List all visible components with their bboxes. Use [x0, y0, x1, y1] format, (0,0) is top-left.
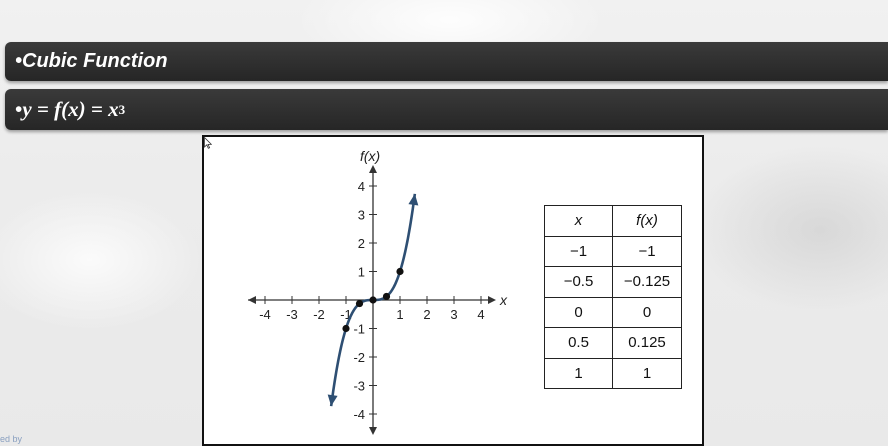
table-row: −0.5 −0.125 [544, 266, 682, 298]
data-point [396, 267, 404, 276]
curve-arrow-top [408, 193, 419, 206]
x-tick-label: -4 [259, 307, 271, 322]
y-tick-label: -1 [353, 322, 365, 337]
mouse-pointer-icon [204, 137, 212, 149]
y-tick-label: -2 [353, 350, 365, 365]
table-cell-fx: 0 [612, 296, 682, 328]
x-axis-arrow-right [488, 296, 496, 304]
equation-bullet: • [15, 97, 23, 121]
table-header-x: x [544, 205, 613, 237]
table-cell-x: −1 [544, 235, 613, 267]
x-tick-label: 1 [396, 307, 403, 322]
table-cell-x: 0.5 [544, 327, 613, 359]
y-tick-label: 3 [358, 208, 365, 223]
equation-text: y = f(x) = x [22, 97, 119, 121]
table-cell-fx: −0.125 [612, 266, 682, 298]
cubic-chart: -4 -3 -2 -1 1 2 3 4 4 3 2 1 -1 -2 -3 -4 x f(x) [248, 148, 508, 435]
data-point [355, 299, 364, 308]
x-tick-label: 2 [423, 307, 430, 322]
y-tick-label: -3 [353, 379, 365, 394]
watermark: ed by [0, 434, 23, 444]
x-tick-label: -3 [286, 307, 298, 322]
y-tick-label: 4 [358, 179, 365, 194]
y-tick-label: 1 [358, 265, 365, 280]
table-row: 0.5 0.125 [544, 327, 682, 359]
y-axis-arrow-top [369, 165, 377, 173]
table-cell-x: 1 [544, 357, 613, 389]
x-axis-arrow-left [248, 296, 256, 304]
x-tick-label: -1 [340, 307, 352, 322]
table-header-row: x f(x) [544, 205, 682, 237]
y-axis-label: f(x) [360, 148, 380, 164]
x-tick-label: 4 [477, 307, 484, 322]
x-tick-label: -2 [313, 307, 325, 322]
table-row: 0 0 [544, 296, 682, 328]
table-row: −1 −1 [544, 235, 682, 267]
data-point [342, 324, 350, 333]
x-tick-label: 3 [450, 307, 457, 322]
data-point [369, 296, 377, 304]
table-cell-x: −0.5 [544, 266, 613, 298]
value-table: x f(x) −1 −1 −0.5 −0.125 0 0 0.5 0.125 1 [544, 205, 682, 389]
data-point [382, 292, 391, 301]
curve-arrow-bottom [327, 394, 338, 407]
y-axis-arrow-bottom [369, 427, 377, 435]
table-header-fx: f(x) [612, 205, 682, 237]
table-cell-fx: 1 [612, 357, 682, 389]
equation-exponent: 3 [118, 101, 126, 117]
title-banner: •Cubic Function [5, 42, 888, 81]
y-tick-label: -4 [353, 407, 365, 422]
y-tick-label: 2 [358, 236, 365, 251]
table-cell-x: 0 [544, 296, 613, 328]
figure-panel: -4 -3 -2 -1 1 2 3 4 4 3 2 1 -1 -2 -3 -4 x f(x) x f(x) −1… [202, 135, 704, 446]
x-axis-label: x [499, 292, 508, 308]
table-row: 1 1 [544, 357, 682, 389]
table-cell-fx: 0.125 [612, 327, 682, 359]
table-cell-fx: −1 [612, 235, 682, 267]
slide-title: •Cubic Function [15, 50, 168, 72]
